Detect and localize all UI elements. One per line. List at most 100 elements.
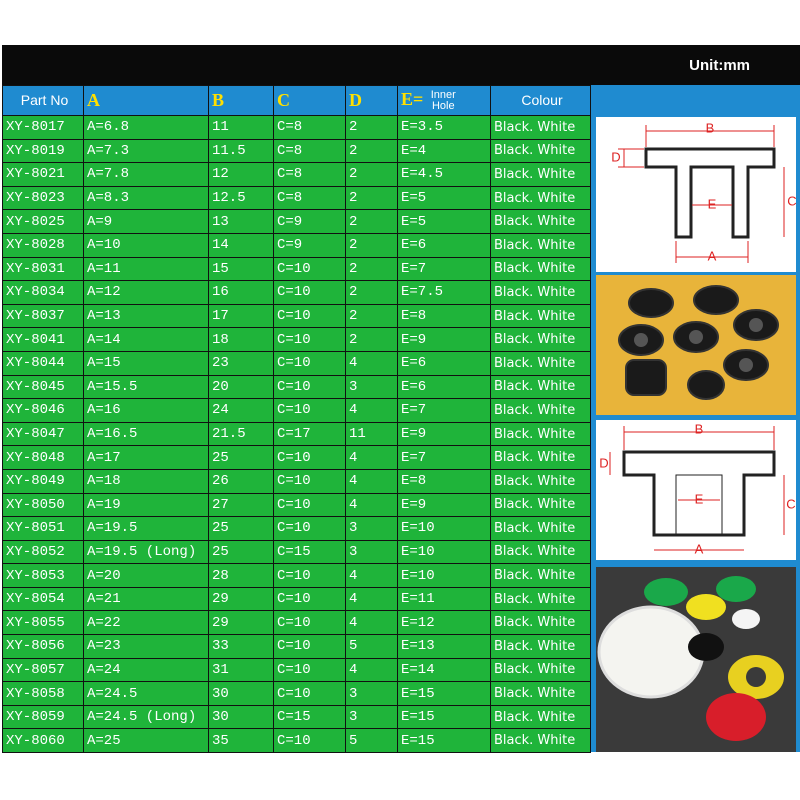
table-cell: XY-8041 [2, 327, 84, 352]
table-cell: XY-8059 [2, 704, 84, 730]
table-cell: A=17 [83, 445, 209, 470]
table-cell: XY-8055 [2, 610, 84, 636]
header-label: Part No [20, 91, 69, 108]
table-cell: A=8.3 [83, 185, 209, 211]
table-cell: 2 [345, 280, 398, 305]
table-row: XY-8028 A=10 14 C=9 2 E=6 Black. White [2, 232, 591, 258]
table-cell: XY-8047 [2, 421, 84, 447]
dim-label: C [786, 496, 795, 511]
table-cell: E=6 [397, 232, 491, 258]
table-cell: C=8 [273, 138, 346, 164]
header-label: Colour [521, 91, 563, 108]
table-cell: E=4.5 [397, 162, 491, 187]
table-row: XY-8058 A=24.5 30 C=10 3 E=15 Black. White [2, 681, 591, 706]
table-cell: E=15 [397, 728, 491, 754]
table-cell: XY-8052 [2, 539, 84, 565]
table-cell: 3 [345, 704, 398, 730]
table-cell: 28 [208, 563, 274, 588]
table-cell: C=10 [273, 728, 346, 754]
table-row: XY-8025 A=9 13 C=9 2 E=5 Black. White [2, 209, 591, 234]
table-cell: A=24 [83, 657, 209, 683]
table-row: XY-8021 A=7.8 12 C=8 2 E=4.5 Black. White [2, 162, 591, 187]
table-cell: E=11 [397, 586, 491, 612]
product-photo [596, 275, 796, 415]
table-cell: E=10 [397, 539, 491, 565]
header-cell: B [208, 85, 274, 116]
table-cell: 33 [208, 634, 274, 659]
image-column: B D E C A B D E C A [590, 85, 800, 752]
table-cell: E=12 [397, 610, 491, 636]
table-row: XY-8034 A=12 16 C=10 2 E=7.5 Black. White [2, 280, 591, 305]
table-cell: Black. White [490, 256, 591, 282]
table-cell: XY-8057 [2, 657, 84, 683]
table-cell: 4 [345, 657, 398, 683]
table-cell: 11 [208, 115, 274, 140]
table-row: XY-8047 A=16.5 21.5 C=17 11 E=9 Black. White [2, 421, 591, 447]
table-cell: 18 [208, 327, 274, 352]
table-row: XY-8051 A=19.5 25 C=10 3 E=10 Black. White [2, 516, 591, 541]
table-cell: E=5 [397, 209, 491, 234]
table-row: XY-8054 A=21 29 C=10 4 E=11 Black. White [2, 586, 591, 612]
table-cell: 31 [208, 657, 274, 683]
table-cell: E=9 [397, 492, 491, 518]
product-photo [596, 567, 796, 752]
table-cell: Black. White [490, 634, 591, 659]
header-label: B [212, 90, 225, 110]
table-cell: 20 [208, 374, 274, 400]
table-cell: 2 [345, 162, 398, 187]
table-cell: XY-8045 [2, 374, 84, 400]
table-cell: 2 [345, 185, 398, 211]
table-cell: Black. White [490, 398, 591, 423]
diagram: B D E C A [596, 117, 796, 272]
table-cell: XY-8031 [2, 256, 84, 282]
table-row: XY-8044 A=15 23 C=10 4 E=6 Black. White [2, 350, 591, 376]
table-cell: C=10 [273, 445, 346, 470]
table-row: XY-8041 A=14 18 C=10 2 E=9 Black. White [2, 327, 591, 352]
table-cell: A=25 [83, 728, 209, 754]
table-cell: 4 [345, 586, 398, 612]
table-cell: A=7.3 [83, 138, 209, 164]
table-cell: C=10 [273, 398, 346, 423]
table-cell: 29 [208, 586, 274, 612]
table-cell: C=10 [273, 492, 346, 518]
table-cell: Black. White [490, 162, 591, 187]
dim-label: C [787, 193, 796, 208]
table-cell: E=10 [397, 516, 491, 541]
table-cell: E=5 [397, 185, 491, 211]
dim-label: D [599, 455, 608, 470]
table-cell: XY-8034 [2, 280, 84, 305]
table-cell: 4 [345, 468, 398, 494]
dim-label: E [708, 196, 717, 211]
table-cell: 3 [345, 516, 398, 541]
table-cell: 4 [345, 398, 398, 423]
table-cell: 27 [208, 492, 274, 518]
table-cell: Black. White [490, 209, 591, 234]
table-row: XY-8019 A=7.3 11.5 C=8 2 E=4 Black. White [2, 138, 591, 164]
table-cell: C=8 [273, 162, 346, 187]
table-cell: 12 [208, 162, 274, 187]
table-cell: Black. White [490, 280, 591, 305]
table-cell: A=11 [83, 256, 209, 282]
table-row: XY-8046 A=16 24 C=10 4 E=7 Black. White [2, 398, 591, 423]
table-cell: 24 [208, 398, 274, 423]
table-cell: A=19.5 (Long) [83, 539, 209, 565]
table-cell: 26 [208, 468, 274, 494]
table-cell: XY-8037 [2, 303, 84, 329]
table-row: XY-8060 A=25 35 C=10 5 E=15 Black. White [2, 728, 591, 754]
table-cell: 2 [345, 209, 398, 234]
table-cell: Black. White [490, 539, 591, 565]
table-cell: A=10 [83, 232, 209, 258]
table-cell: A=19 [83, 492, 209, 518]
table-cell: C=9 [273, 232, 346, 258]
table-cell: 16 [208, 280, 274, 305]
table-cell: E=15 [397, 704, 491, 730]
table-cell: 30 [208, 681, 274, 706]
table-cell: E=7 [397, 256, 491, 282]
table-cell: E=3.5 [397, 115, 491, 140]
table-cell: Black. White [490, 421, 591, 447]
table-cell: 3 [345, 539, 398, 565]
table-cell: Black. White [490, 681, 591, 706]
table-cell: C=10 [273, 374, 346, 400]
table-cell: A=24.5 [83, 681, 209, 706]
